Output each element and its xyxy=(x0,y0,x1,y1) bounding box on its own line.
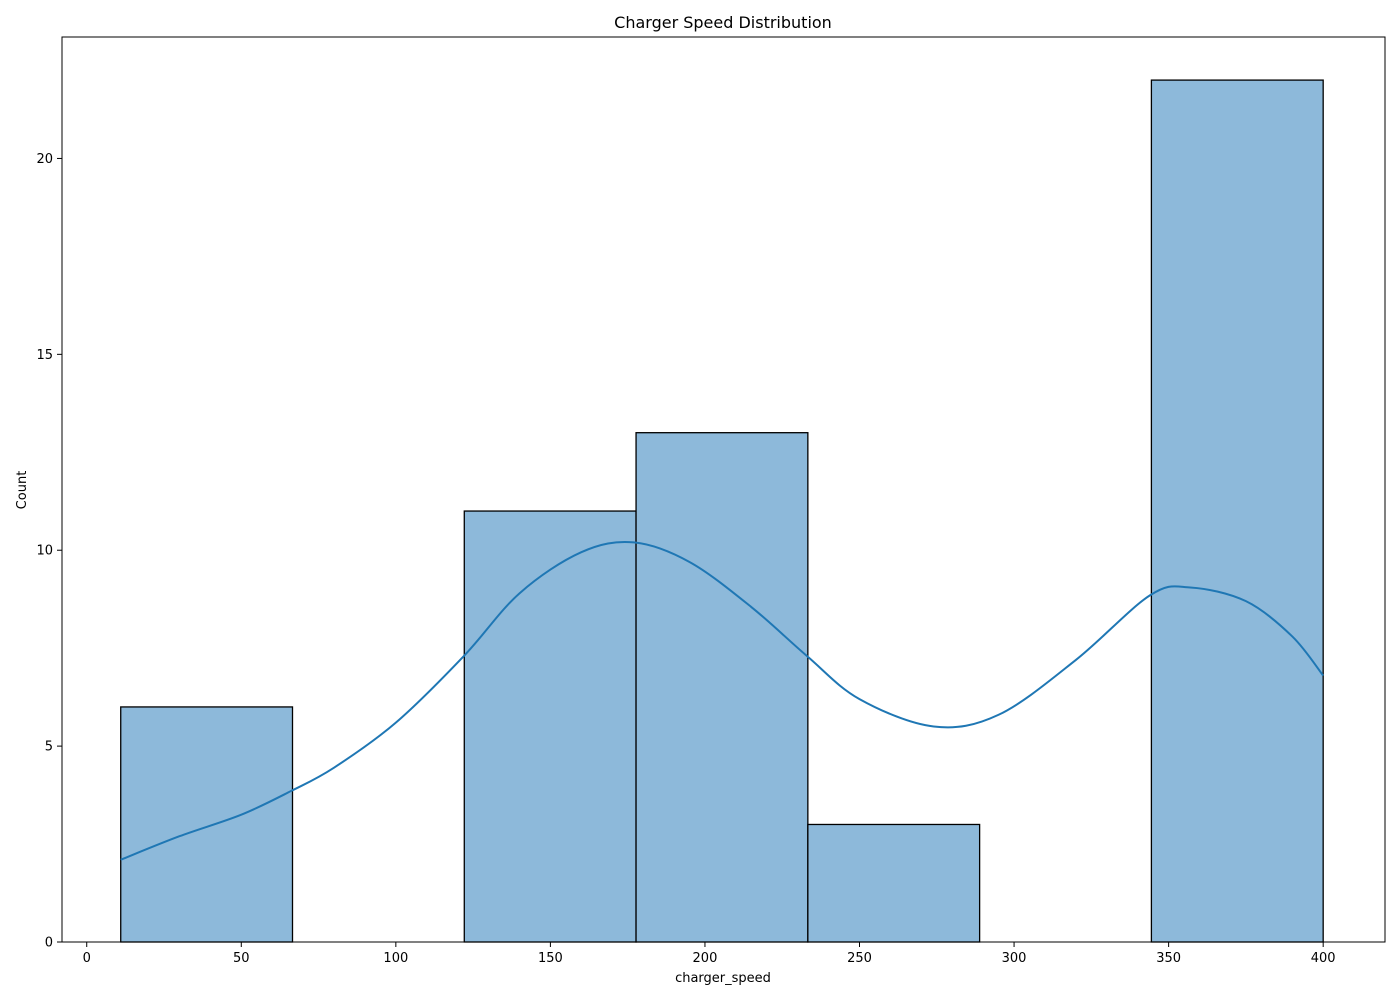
y-tick-label: 0 xyxy=(45,936,53,951)
x-tick-label: 300 xyxy=(1002,951,1027,966)
plot-frame xyxy=(61,36,1386,943)
y-tick-label: 15 xyxy=(36,348,53,363)
kde-line xyxy=(120,540,1324,861)
y-axis-ticks: 0 5 10 15 20 xyxy=(36,152,62,951)
x-tick-label: 400 xyxy=(1311,951,1336,966)
x-tick-label: 350 xyxy=(1156,951,1181,966)
x-tick-label: 150 xyxy=(538,951,563,966)
bars-layer xyxy=(120,79,1324,943)
x-tick-label: 100 xyxy=(383,951,408,966)
x-tick-label: 50 xyxy=(233,951,250,966)
y-tick-label: 20 xyxy=(36,152,53,167)
y-tick-label: 5 xyxy=(45,740,53,755)
histogram-bar xyxy=(120,706,294,943)
histogram-bar xyxy=(1150,79,1324,943)
x-axis-ticks: 0 50 100 150 200 250 300 350 400 xyxy=(83,942,1336,966)
histogram-bar xyxy=(635,432,809,943)
y-tick-label: 10 xyxy=(36,544,53,559)
chart-title: Charger Speed Distribution xyxy=(614,13,832,32)
histogram-bar xyxy=(463,510,637,943)
x-tick-label: 200 xyxy=(693,951,718,966)
histogram-bar xyxy=(807,823,981,943)
x-tick-label: 0 xyxy=(83,951,91,966)
x-tick-label: 250 xyxy=(847,951,872,966)
x-axis-label: charger_speed xyxy=(675,971,771,986)
y-axis-label: Count xyxy=(15,471,30,510)
